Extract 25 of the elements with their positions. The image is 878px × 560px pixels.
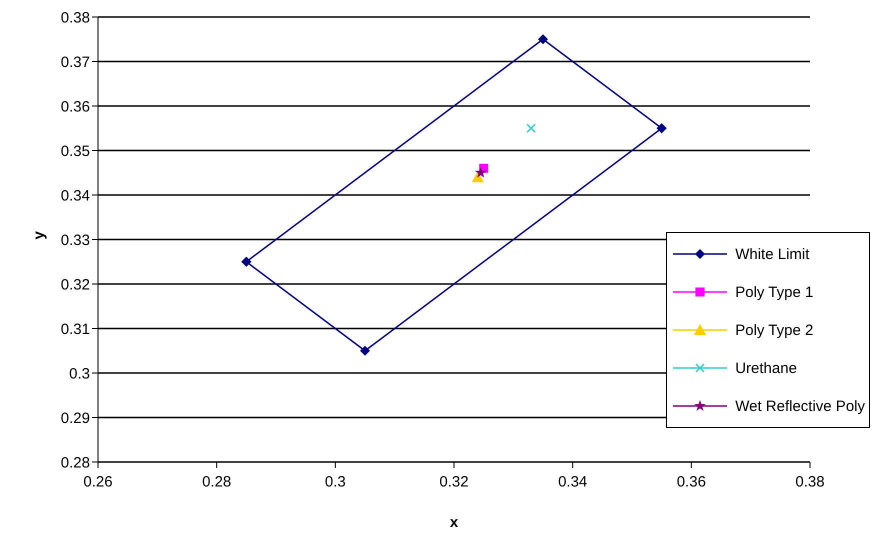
x-axis-title: x bbox=[450, 514, 459, 531]
x-tick-label: 0.34 bbox=[558, 474, 588, 491]
x-tick-label: 0.26 bbox=[83, 474, 113, 491]
x-tick-label: 0.28 bbox=[202, 474, 232, 491]
y-tick-label: 0.29 bbox=[60, 410, 90, 427]
y-axis-title: y bbox=[30, 230, 48, 240]
y-tick-label: 0.38 bbox=[60, 9, 90, 26]
y-tick-label: 0.3 bbox=[69, 365, 90, 382]
y-tick-label: 0.34 bbox=[60, 187, 90, 204]
legend-label: Poly Type 2 bbox=[735, 322, 814, 338]
y-tick-label: 0.37 bbox=[60, 54, 90, 71]
y-tick-label: 0.28 bbox=[60, 454, 90, 472]
y-tick-label: 0.36 bbox=[60, 98, 90, 116]
legend-label: Poly Type 1 bbox=[735, 284, 814, 300]
y-tick-label: 0.33 bbox=[60, 232, 90, 249]
x-tick-label: 0.3 bbox=[324, 474, 346, 491]
x-tick-label: 0.32 bbox=[439, 474, 469, 491]
x-tick-label: 0.38 bbox=[795, 474, 825, 491]
legend-label: Wet Reflective Poly bbox=[735, 398, 865, 414]
y-tick-label: 0.32 bbox=[60, 276, 90, 294]
x-tick-label: 0.36 bbox=[676, 474, 706, 491]
y-tick-label: 0.35 bbox=[60, 142, 90, 160]
y-tick-label: 0.31 bbox=[60, 320, 90, 338]
legend-label: Urethane bbox=[735, 360, 797, 376]
legend-label: White Limit bbox=[735, 246, 810, 262]
